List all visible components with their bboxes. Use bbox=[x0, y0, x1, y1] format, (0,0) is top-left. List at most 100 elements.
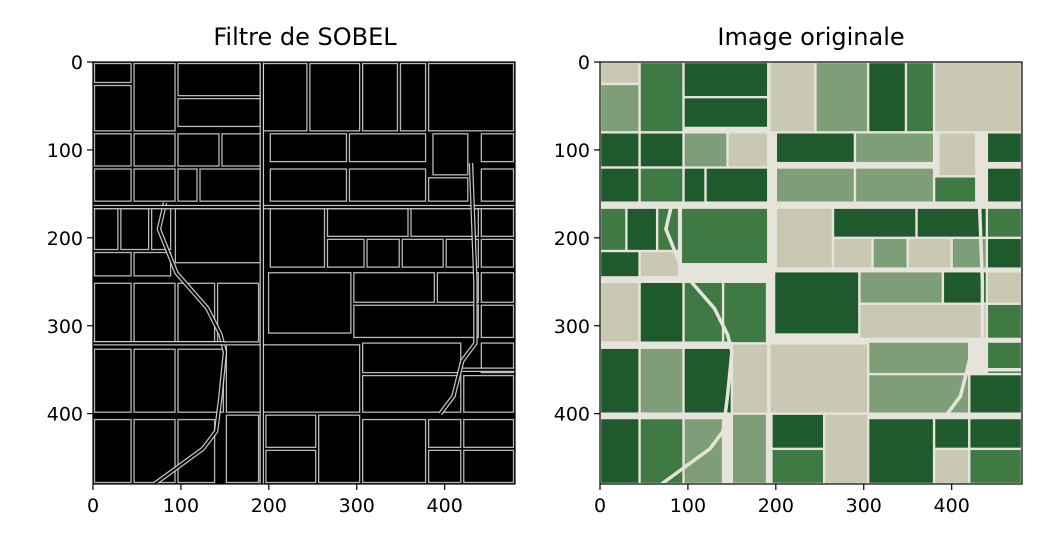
field bbox=[640, 168, 683, 202]
y-tick-label: 400 bbox=[554, 404, 590, 426]
field bbox=[601, 168, 639, 202]
field-edge bbox=[463, 418, 515, 448]
field bbox=[658, 208, 678, 250]
x-tick-label: 0 bbox=[594, 495, 606, 517]
field bbox=[834, 208, 916, 237]
field bbox=[772, 414, 823, 448]
field bbox=[970, 450, 1021, 483]
field bbox=[970, 375, 1021, 413]
field-edge bbox=[225, 344, 361, 413]
field-edge bbox=[361, 374, 462, 413]
field-edge bbox=[133, 62, 176, 132]
field-edge bbox=[267, 272, 352, 334]
field bbox=[684, 419, 722, 483]
y-tick-label: 300 bbox=[47, 316, 83, 338]
field bbox=[775, 272, 859, 334]
field bbox=[869, 63, 905, 132]
image-area bbox=[93, 62, 515, 484]
field bbox=[873, 239, 907, 268]
y-tick-label: 0 bbox=[578, 52, 590, 74]
field bbox=[944, 272, 986, 303]
field bbox=[601, 282, 639, 343]
field bbox=[601, 85, 639, 132]
x-tick-label: 200 bbox=[758, 495, 794, 517]
field-edge bbox=[480, 133, 515, 163]
field-edge bbox=[177, 133, 220, 167]
y-tick-label: 200 bbox=[47, 228, 83, 250]
field bbox=[988, 272, 1021, 303]
field-edge bbox=[480, 272, 515, 303]
field bbox=[939, 133, 976, 176]
field-edge bbox=[265, 414, 317, 448]
field bbox=[728, 133, 768, 167]
field bbox=[770, 63, 815, 132]
field bbox=[935, 450, 969, 483]
y-tick-label: 100 bbox=[47, 140, 83, 162]
field bbox=[988, 168, 1021, 202]
field bbox=[684, 63, 768, 96]
field bbox=[640, 282, 683, 343]
field bbox=[601, 419, 639, 483]
field-edge bbox=[361, 62, 399, 132]
y-tick-label: 400 bbox=[47, 404, 83, 426]
field bbox=[640, 252, 678, 277]
field bbox=[640, 63, 683, 132]
y-tick-label: 300 bbox=[554, 316, 590, 338]
field-edge bbox=[348, 168, 427, 202]
field-edge bbox=[480, 168, 515, 202]
field-edge bbox=[427, 449, 462, 484]
field-edge bbox=[463, 449, 515, 484]
field bbox=[860, 304, 986, 338]
field-edge bbox=[177, 418, 216, 484]
field bbox=[988, 342, 1021, 373]
field bbox=[935, 419, 969, 448]
field bbox=[684, 98, 768, 127]
field bbox=[733, 344, 867, 413]
x-tick-label: 400 bbox=[427, 495, 463, 517]
field bbox=[601, 252, 639, 277]
field bbox=[706, 168, 768, 202]
field bbox=[684, 168, 705, 202]
subplot-1: Filtre de SOBEL 0 100 200 300 400 0 100 200 300 40… bbox=[47, 23, 516, 517]
axes-frame bbox=[599, 61, 1023, 485]
field bbox=[856, 133, 933, 162]
field-edge bbox=[93, 84, 132, 132]
field-edge bbox=[93, 62, 132, 84]
field bbox=[988, 208, 1021, 237]
field bbox=[860, 272, 942, 303]
x-tick-label: 100 bbox=[163, 495, 199, 517]
field-edge bbox=[93, 251, 132, 277]
field bbox=[640, 348, 683, 413]
field-edge bbox=[265, 449, 317, 484]
field-edge bbox=[269, 133, 348, 163]
field bbox=[970, 419, 1021, 448]
subplot-title: Filtre de SOBEL bbox=[213, 23, 397, 51]
field-edge bbox=[399, 62, 427, 132]
field-edge bbox=[480, 342, 515, 374]
y-tick-label: 100 bbox=[554, 140, 590, 162]
field bbox=[601, 133, 639, 167]
field-edge bbox=[353, 272, 436, 303]
field bbox=[684, 348, 731, 413]
field bbox=[907, 63, 933, 132]
field-edge bbox=[427, 62, 515, 132]
field-edge bbox=[427, 177, 469, 202]
field bbox=[988, 133, 1021, 162]
field-edge bbox=[269, 168, 348, 202]
y-tick-label: 200 bbox=[554, 228, 590, 250]
field-edge bbox=[133, 168, 176, 202]
field-edge bbox=[318, 414, 361, 484]
field bbox=[682, 208, 768, 264]
field-edge bbox=[463, 374, 515, 413]
field bbox=[935, 63, 1021, 132]
road-edge-inner bbox=[439, 163, 477, 415]
field-edge bbox=[445, 238, 479, 268]
field bbox=[825, 414, 867, 483]
field-edge bbox=[93, 168, 132, 202]
field-edge bbox=[401, 238, 444, 268]
x-tick-label: 200 bbox=[251, 495, 287, 517]
subplot-title: Image originale bbox=[717, 23, 904, 51]
field bbox=[777, 168, 854, 202]
field-edge bbox=[93, 418, 132, 484]
